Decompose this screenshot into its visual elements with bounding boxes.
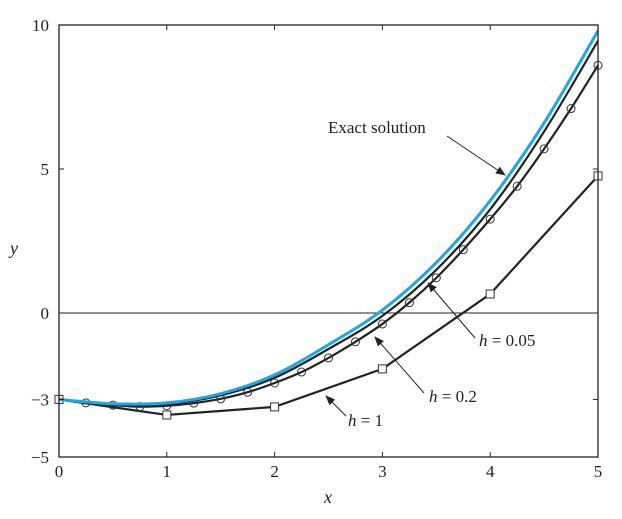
series-line-h-1	[58, 175, 599, 417]
data-point-circle	[539, 144, 549, 154]
annotation-h02-arrow	[374, 336, 425, 394]
data-point-circle	[377, 319, 387, 329]
y-tick-label: 5	[41, 160, 50, 179]
annotation-h02-label: h = 0.2	[429, 387, 477, 406]
x-axis-label: x	[323, 487, 332, 507]
x-tick-label: 1	[163, 462, 172, 481]
annotation-h005-label: h = 0.05	[479, 331, 535, 350]
annotation-h1-label: h = 1	[348, 411, 383, 430]
plot-frame	[58, 24, 599, 458]
x-tick-label: 4	[486, 462, 495, 481]
annotation-exact-arrow	[446, 135, 506, 176]
data-point-circle	[350, 337, 360, 347]
data-point-circle	[324, 353, 333, 363]
data-point-square	[162, 410, 172, 420]
data-point-circle	[404, 298, 414, 308]
y-tick-label: 0	[41, 304, 50, 323]
annotation-exact: Exact solution	[328, 118, 506, 176]
series-h-0-05	[58, 40, 599, 406]
annotation-h1-arrow	[325, 395, 347, 417]
annotation-h1: h = 1	[325, 395, 383, 430]
data-point-circle	[297, 367, 307, 377]
data-point-square	[270, 402, 280, 412]
series-line-h-0-05	[58, 40, 599, 406]
x-tick-label: 0	[55, 462, 64, 481]
series-h-1	[54, 171, 603, 420]
y-tick-label: −5	[31, 448, 49, 467]
y-tick-label: −3	[31, 390, 49, 409]
data-point-circle	[566, 104, 576, 114]
data-point-circle	[431, 273, 441, 283]
series-line-h-0-2	[58, 64, 599, 408]
annotation-exact-label: Exact solution	[328, 118, 426, 137]
annotation-h02: h = 0.2	[374, 336, 477, 406]
y-axis-label: y	[8, 238, 18, 258]
series-exact-solution	[58, 30, 600, 406]
x-tick-label: 5	[594, 462, 603, 481]
series-line-exact-solution	[58, 30, 600, 406]
data-point-circle	[485, 214, 495, 224]
data-point-square	[377, 364, 387, 374]
data-point-square	[485, 289, 495, 299]
data-point-circle	[458, 245, 468, 255]
data-point-circle	[512, 181, 522, 191]
y-tick-label: 10	[32, 16, 49, 35]
series-h-0-2	[58, 60, 603, 412]
x-tick-label: 2	[270, 462, 279, 481]
annotation-h005-arrow	[427, 282, 476, 339]
x-tick-label: 3	[378, 462, 387, 481]
annotation-h005: h = 0.05	[427, 282, 535, 350]
